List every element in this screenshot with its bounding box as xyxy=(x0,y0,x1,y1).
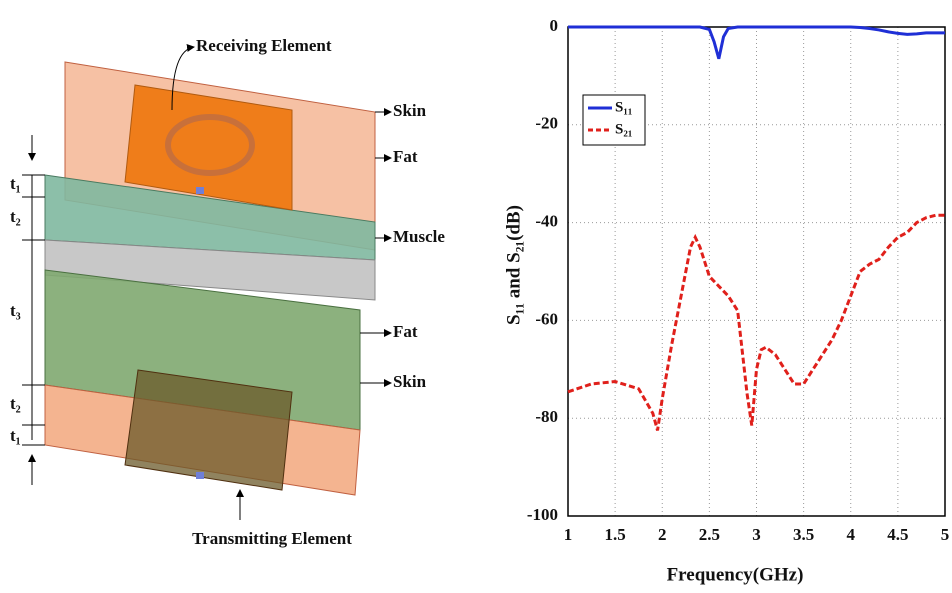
x-tick-label: 4.5 xyxy=(887,525,908,544)
receiving-patch xyxy=(124,84,293,211)
feed xyxy=(196,187,204,194)
label: Skin xyxy=(393,372,427,391)
legend-label: S₂₁ xyxy=(615,121,632,137)
label: Muscle xyxy=(393,227,445,246)
y-tick-label: 0 xyxy=(550,16,559,35)
y-tick-label: -100 xyxy=(527,505,558,524)
label: Receiving Element xyxy=(196,36,332,55)
patch-ring xyxy=(165,114,255,176)
x-tick-label: 3.5 xyxy=(793,525,814,544)
x-tick-label: 2 xyxy=(658,525,667,544)
transmitting-patch xyxy=(124,369,293,491)
x-tick-label: 5 xyxy=(941,525,950,544)
x-axis-label: Frequency(GHz) xyxy=(667,564,804,585)
gap xyxy=(44,239,376,301)
legend-label: S₁₁ xyxy=(615,99,632,115)
arrow xyxy=(171,43,195,111)
label: Fat xyxy=(393,322,418,341)
y-tick-label: -40 xyxy=(535,212,558,231)
x-tick-label: 2.5 xyxy=(699,525,720,544)
label: Skin xyxy=(393,101,427,120)
y-tick-label: -60 xyxy=(535,309,558,328)
line-series xyxy=(568,25,945,60)
dim-label: t₁ xyxy=(10,174,21,193)
dim-label: t₁ xyxy=(10,426,21,445)
y-tick-label: -20 xyxy=(535,114,558,133)
y-tick-label: -80 xyxy=(535,407,558,426)
tissue-diagram: t₁ t₂ t₃ t₂ t₁ Receiving Element Skin Fa… xyxy=(10,36,445,548)
x-tick-label: 4 xyxy=(847,525,856,544)
dim-label: t₃ xyxy=(10,301,21,320)
dim-label: t₂ xyxy=(10,394,21,413)
legend-box xyxy=(582,94,646,146)
label: Transmitting Element xyxy=(192,529,352,548)
feed xyxy=(196,472,204,479)
dim-label: t₂ xyxy=(10,207,21,226)
label: Fat xyxy=(393,147,418,166)
x-tick-label: 3 xyxy=(752,525,761,544)
x-tick-label: 1.5 xyxy=(605,525,626,544)
y-axis-label: S₁₁ and S₂₁(dB) xyxy=(503,205,524,325)
x-tick-label: 1 xyxy=(564,525,573,544)
